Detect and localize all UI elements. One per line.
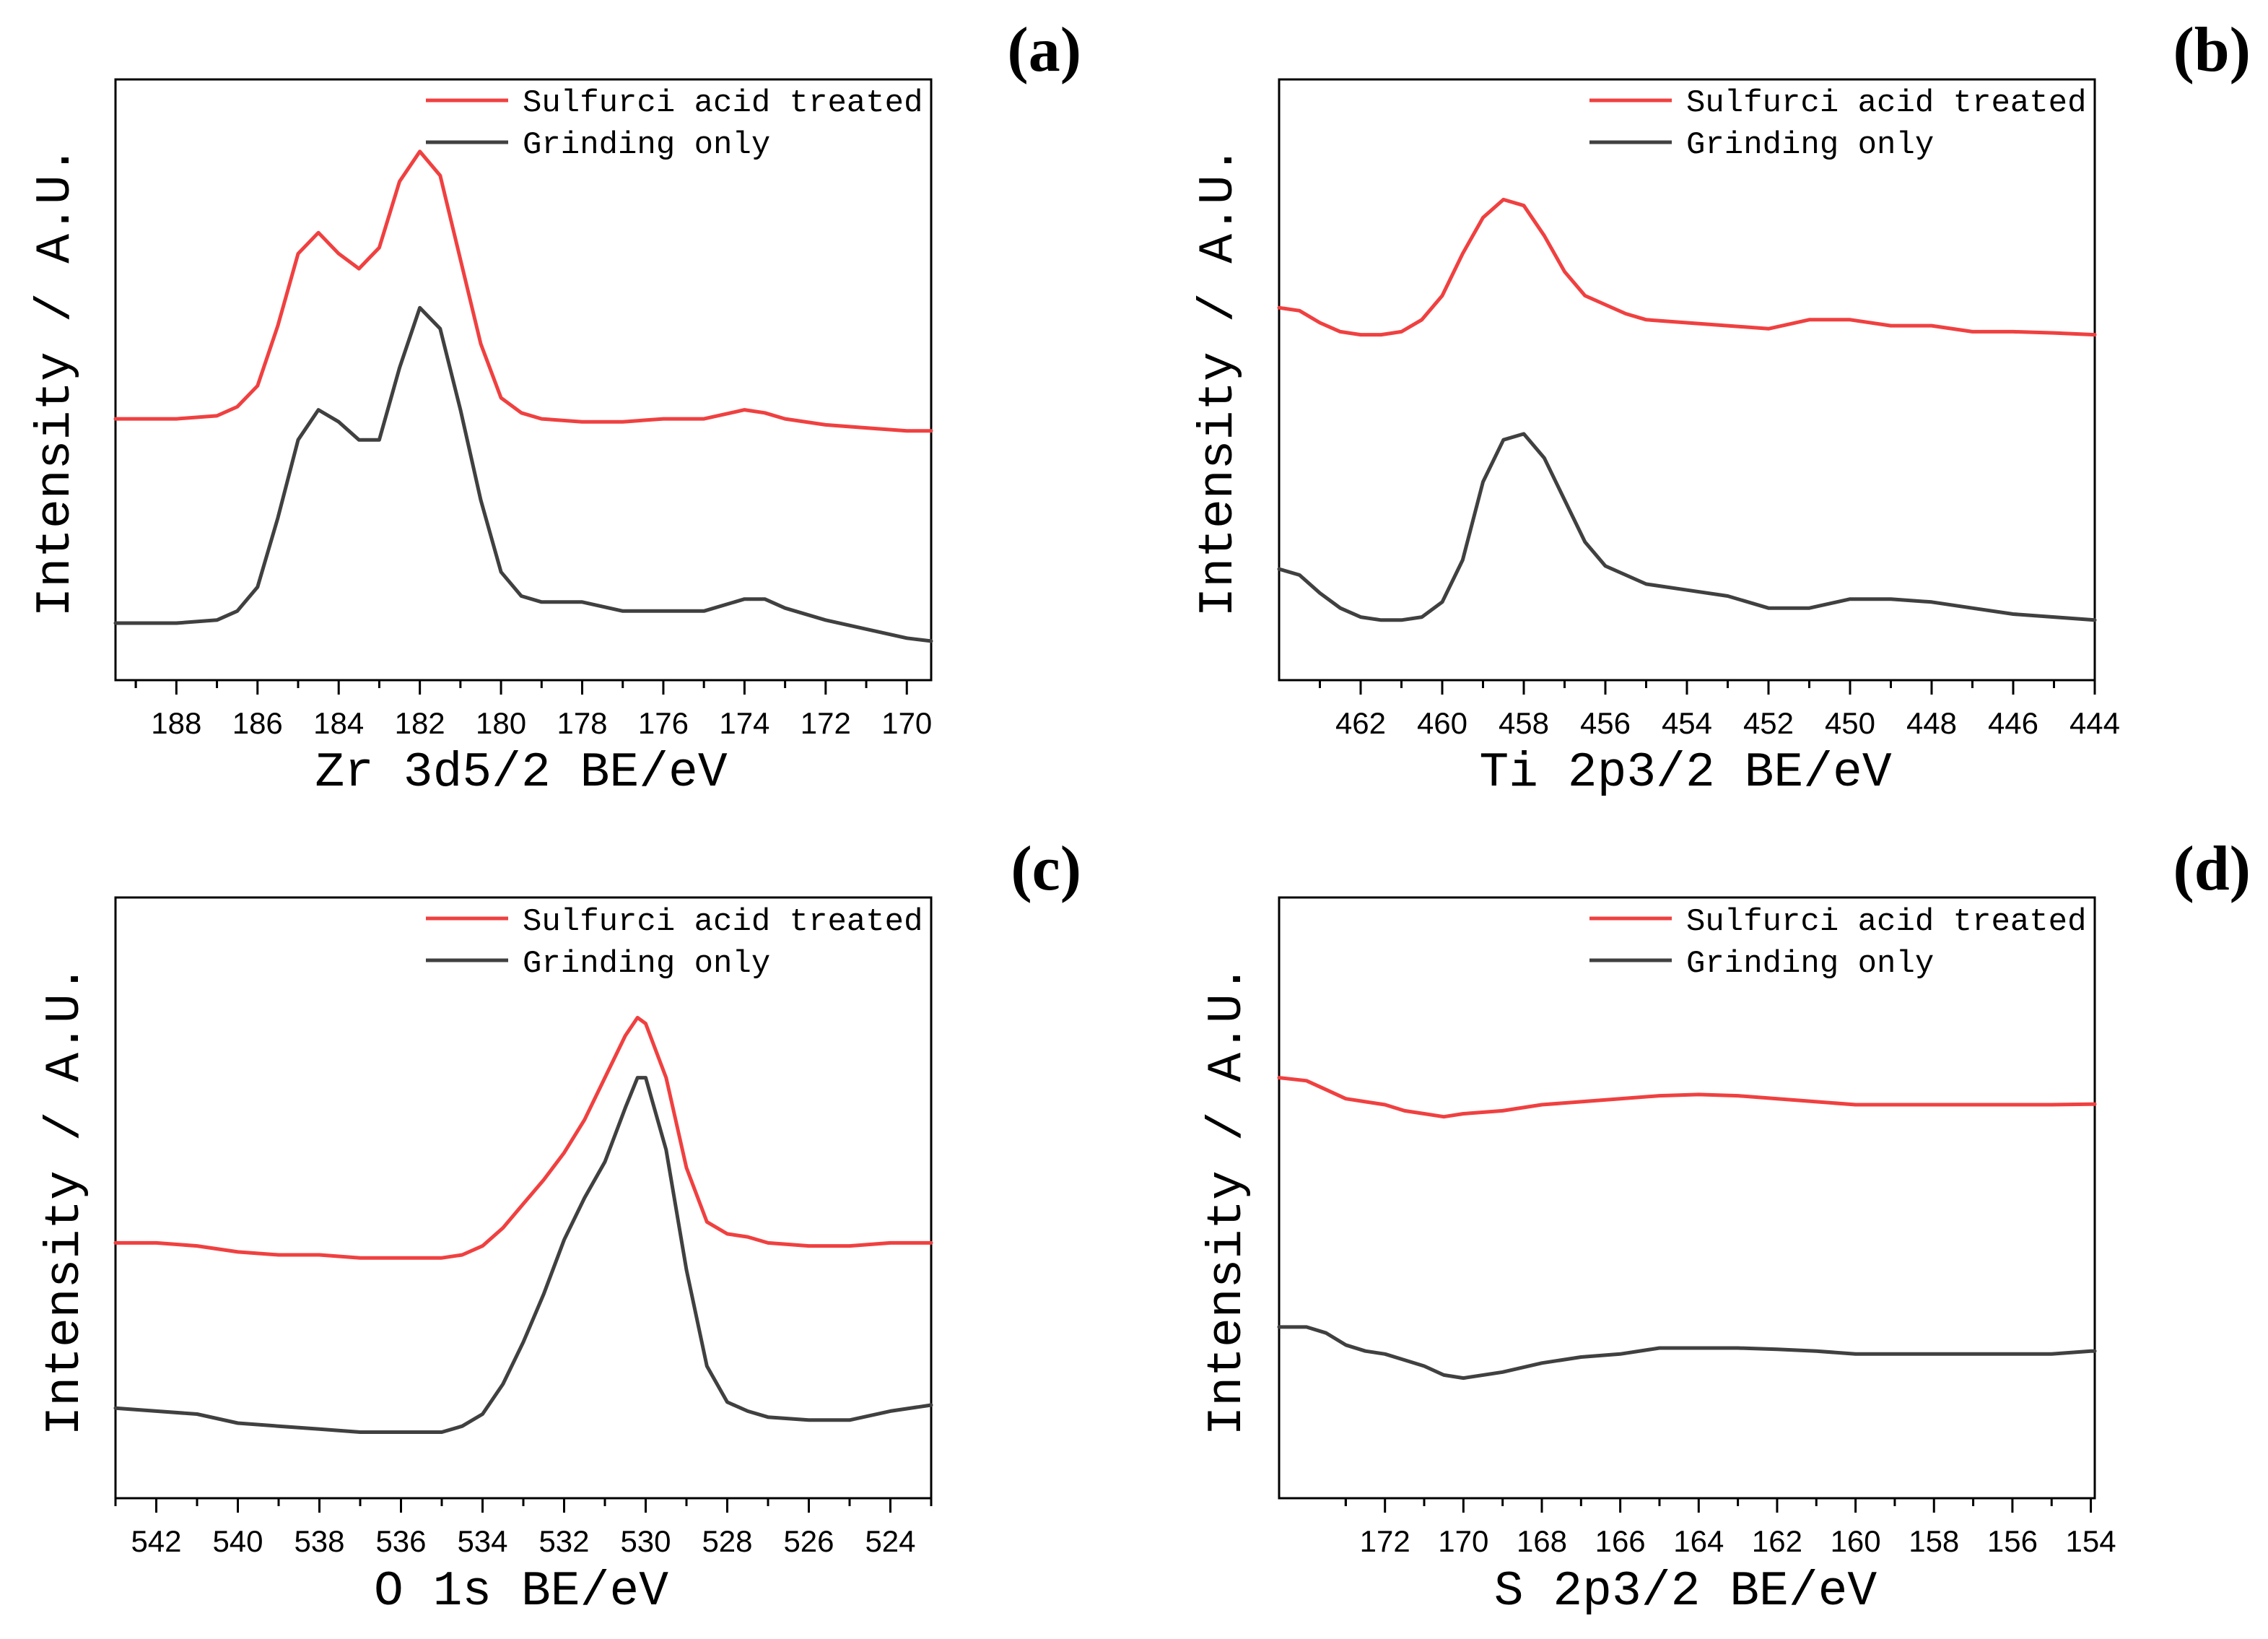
x-tick-label: 540 [212,1524,263,1558]
x-tick-label: 452 [1743,706,1794,740]
x-tick-label: 158 [1909,1524,1959,1558]
series-line-treated [1277,1076,2097,1119]
x-axis-title: Ti 2p3/2 BE/eV [1479,745,1891,801]
x-axis-title: S 2p3/2 BE/eV [1494,1564,1877,1620]
x-axis-title: O 1s BE/eV [374,1564,668,1620]
plot-frame [114,896,933,1500]
series-line-treated [113,1015,933,1260]
plot-frame [114,78,933,682]
series-line-grinding [113,1076,933,1434]
panel-d: (d) S 2p3/2 BE/eV Intensity / A.U. Sulfu… [1200,834,2251,1620]
x-axis-title: Zr 3d5/2 BE/eV [315,745,727,801]
legend-label-grinding: Grinding only [1686,127,1934,163]
y-axis-title: Intensity / A.U. [38,965,93,1436]
x-tick-label: 172 [801,706,851,740]
y-axis-title: Intensity / A.U. [1191,146,1247,617]
legend-label-grinding: Grinding only [1686,946,1934,982]
x-tick-label: 456 [1580,706,1631,740]
x-tick-label: 184 [313,706,364,740]
x-tick-label: 174 [719,706,769,740]
panel-a: (a) Zr 3d5/2 BE/eV Intensity / A.U. Sulf… [28,15,1081,801]
x-tick-label: 462 [1335,706,1386,740]
x-tick-label: 172 [1360,1524,1410,1558]
x-tick-label: 186 [232,706,283,740]
x-tick-label: 176 [638,706,689,740]
x-tick-label: 160 [1831,1524,1881,1558]
x-tick-label: 460 [1417,706,1467,740]
y-axis-title: Intensity / A.U. [1200,965,1255,1436]
plot-frame [1278,896,2096,1500]
x-tick-label: 444 [2069,706,2120,740]
x-tick-label: 154 [2066,1524,2116,1558]
x-tick-label: 168 [1517,1524,1567,1558]
x-tick-label: 188 [151,706,201,740]
panel-label: (c) [1011,834,1081,904]
x-tick-label: 528 [702,1524,752,1558]
panel-label: (a) [1007,15,1081,85]
x-tick-label: 178 [557,706,607,740]
series-line-treated [1277,197,2097,337]
x-tick-label: 526 [783,1524,834,1558]
series-line-grinding [1277,1325,2097,1381]
x-tick-label: 530 [620,1524,671,1558]
legend-label-treated: Sulfurci acid treated [523,904,923,940]
x-tick-label: 156 [1987,1524,2038,1558]
panel-b: (b) Ti 2p3/2 BE/eV Intensity / A.U. Sulf… [1191,15,2251,801]
x-tick-label: 536 [375,1524,426,1558]
x-tick-label: 170 [1438,1524,1488,1558]
panel-c: (c) O 1s BE/eV Intensity / A.U. Sulfurci… [38,834,1081,1620]
x-tick-label: 448 [1906,706,1957,740]
series-line-treated [113,149,933,433]
x-tick-label: 182 [395,706,445,740]
legend-label-grinding: Grinding only [523,946,770,982]
x-tick-label: 542 [131,1524,181,1558]
legend-label-grinding: Grinding only [523,127,770,163]
x-tick-label: 454 [1662,706,1712,740]
legend-label-treated: Sulfurci acid treated [1686,85,2087,121]
panel-label: (d) [2173,834,2251,904]
x-tick-label: 162 [1752,1524,1802,1558]
x-tick-label: 534 [457,1524,507,1558]
x-tick-label: 446 [1988,706,2038,740]
y-axis-title: Intensity / A.U. [28,146,84,617]
panel-label: (b) [2173,15,2251,85]
x-tick-label: 180 [476,706,526,740]
x-tick-label: 458 [1499,706,1549,740]
legend-label-treated: Sulfurci acid treated [1686,904,2087,940]
x-tick-label: 164 [1673,1524,1724,1558]
series-line-grinding [1277,432,2097,622]
x-tick-label: 166 [1595,1524,1646,1558]
x-tick-label: 524 [865,1524,915,1558]
series-line-grinding [113,305,933,643]
x-tick-label: 170 [881,706,932,740]
legend-label-treated: Sulfurci acid treated [523,85,923,121]
x-tick-label: 532 [538,1524,589,1558]
x-tick-label: 450 [1825,706,1875,740]
x-tick-label: 538 [294,1524,344,1558]
